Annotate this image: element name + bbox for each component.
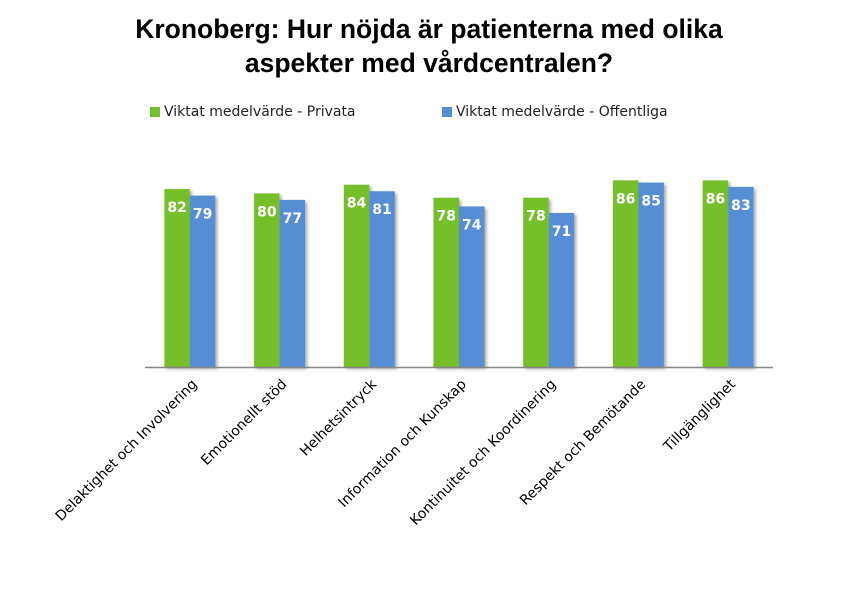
bar-value-label: 80	[257, 204, 277, 220]
bar-offentliga	[189, 195, 216, 367]
chart-title-line-2: aspekter med vårdcentralen?	[244, 48, 614, 78]
bar-value-label: 83	[731, 198, 750, 214]
bar-privata	[254, 193, 280, 367]
bar-value-label: 74	[462, 217, 482, 233]
bar-value-label: 84	[347, 196, 367, 212]
chart-legend: Viktat medelvärde - Privata Viktat medel…	[0, 104, 858, 124]
bar-value-label: 71	[552, 224, 571, 240]
bar-offentliga	[638, 182, 664, 367]
bar-privata	[702, 180, 729, 367]
bars-group: 82 79 80 77 84 81 78 74 78 71 86 85 86 83	[164, 180, 754, 367]
bar-offentliga	[548, 212, 575, 367]
chart-title: Kronoberg: Hur nöjda är patienterna med …	[0, 12, 858, 80]
bar-value-label: 78	[437, 209, 456, 225]
bar-privata	[343, 184, 370, 367]
bar-privata	[164, 189, 190, 367]
bar-privata	[523, 197, 549, 367]
bar-value-label: 81	[372, 202, 391, 218]
bar-offentliga	[459, 206, 485, 367]
bar-offentliga	[728, 186, 754, 367]
category-label: Helhetsintryck	[297, 376, 381, 460]
legend-label-offentliga: Viktat medelvärde - Offentliga	[456, 104, 668, 120]
category-label: Delaktighet och Involvering	[53, 377, 201, 525]
bar-offentliga	[369, 191, 395, 367]
legend-swatch-offentliga	[442, 107, 452, 117]
legend-item-privata: Viktat medelvärde - Privata	[150, 104, 356, 120]
bar-value-label: 86	[706, 191, 725, 207]
bar-value-label: 82	[167, 200, 186, 216]
bar-value-label: 79	[193, 207, 212, 223]
chart-title-line-1: Kronoberg: Hur nöjda är patienterna med …	[135, 14, 723, 44]
bar-privata	[433, 197, 459, 367]
category-label: Emotionellt stöd	[198, 377, 290, 469]
bar-value-label: 85	[641, 194, 660, 210]
bar-value-label: 78	[526, 209, 545, 225]
bar-offentliga	[279, 199, 306, 367]
bar-value-label: 77	[283, 211, 302, 227]
category-label: Kontinuitet och Koordinering	[407, 377, 559, 529]
category-label: Tillgänglighet	[660, 376, 739, 455]
bar-privata	[612, 180, 639, 367]
legend-item-offentliga: Viktat medelvärde - Offentliga	[442, 104, 668, 120]
legend-label-privata: Viktat medelvärde - Privata	[164, 104, 356, 120]
bar-value-label: 86	[616, 191, 635, 207]
legend-swatch-privata	[150, 107, 160, 117]
